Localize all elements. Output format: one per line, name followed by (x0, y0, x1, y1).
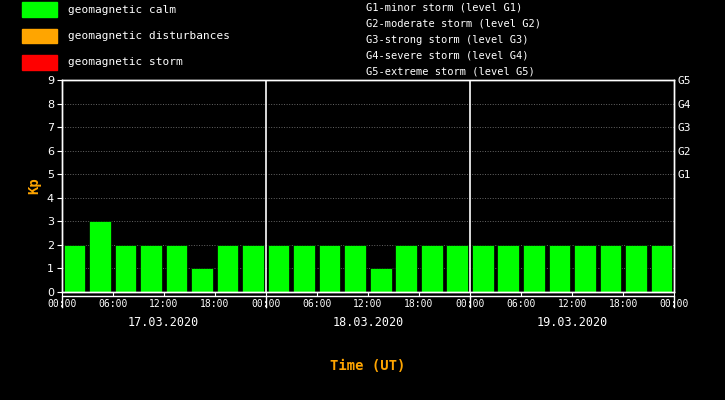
Bar (217, 245, 239, 292)
Bar (523, 245, 544, 292)
Text: G1-minor storm (level G1): G1-minor storm (level G1) (366, 3, 523, 13)
Bar (89, 221, 111, 292)
Bar (268, 245, 289, 292)
Text: Time (UT): Time (UT) (331, 358, 405, 373)
Text: 19.03.2020: 19.03.2020 (536, 316, 608, 329)
Bar (242, 245, 264, 292)
Bar (22, 29, 57, 43)
Bar (574, 245, 596, 292)
Bar (344, 245, 366, 292)
Text: geomagnetic calm: geomagnetic calm (68, 5, 176, 15)
Text: 17.03.2020: 17.03.2020 (128, 316, 199, 329)
Bar (370, 268, 392, 292)
Text: 18.03.2020: 18.03.2020 (332, 316, 404, 329)
Bar (625, 245, 647, 292)
Text: geomagnetic disturbances: geomagnetic disturbances (68, 31, 231, 41)
Bar (395, 245, 417, 292)
Text: geomagnetic storm: geomagnetic storm (68, 57, 183, 67)
Bar (650, 245, 672, 292)
Bar (472, 245, 494, 292)
Bar (22, 2, 57, 17)
Bar (64, 245, 86, 292)
Text: G5-extreme storm (level G5): G5-extreme storm (level G5) (366, 67, 535, 77)
Bar (421, 245, 442, 292)
Text: G3-strong storm (level G3): G3-strong storm (level G3) (366, 35, 529, 45)
Bar (22, 55, 57, 70)
Bar (165, 245, 187, 292)
Bar (294, 245, 315, 292)
Bar (319, 245, 341, 292)
Bar (191, 268, 213, 292)
Text: G4-severe storm (level G4): G4-severe storm (level G4) (366, 51, 529, 61)
Text: G2-moderate storm (level G2): G2-moderate storm (level G2) (366, 19, 541, 29)
Bar (497, 245, 519, 292)
Bar (549, 245, 571, 292)
Bar (115, 245, 136, 292)
Bar (600, 245, 621, 292)
Bar (447, 245, 468, 292)
Bar (140, 245, 162, 292)
Y-axis label: Kp: Kp (28, 178, 41, 194)
